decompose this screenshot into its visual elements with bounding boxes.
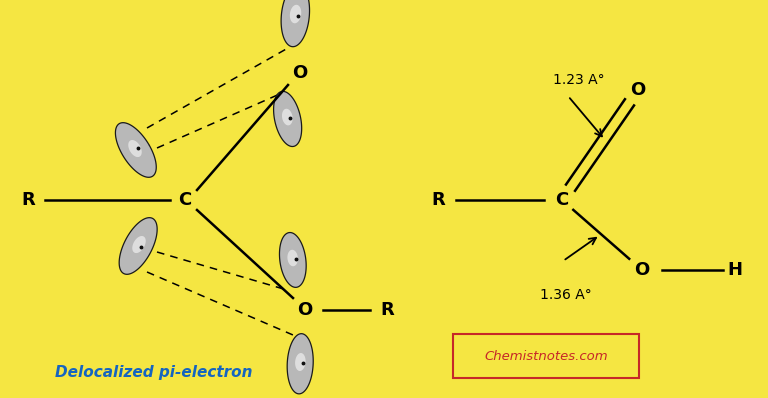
Text: Chemistnotes.com: Chemistnotes.com <box>484 349 607 363</box>
Text: C: C <box>555 191 568 209</box>
Text: R: R <box>431 191 445 209</box>
Polygon shape <box>281 0 310 47</box>
Text: R: R <box>22 191 35 209</box>
Text: H: H <box>727 261 743 279</box>
Text: O: O <box>631 81 646 99</box>
Polygon shape <box>115 123 156 177</box>
FancyBboxPatch shape <box>453 334 639 378</box>
Polygon shape <box>119 218 157 274</box>
Text: Delocalized pi-electron: Delocalized pi-electron <box>55 365 253 380</box>
Polygon shape <box>290 5 301 23</box>
Text: R: R <box>380 301 394 319</box>
Text: O: O <box>297 301 313 319</box>
Text: C: C <box>178 191 192 209</box>
Polygon shape <box>273 92 302 146</box>
Polygon shape <box>282 109 293 125</box>
Polygon shape <box>287 250 298 266</box>
Text: O: O <box>634 261 650 279</box>
Text: 1.23 A°: 1.23 A° <box>553 73 604 87</box>
Polygon shape <box>280 232 306 287</box>
Text: 1.36 A°: 1.36 A° <box>540 288 592 302</box>
Polygon shape <box>287 334 313 394</box>
Polygon shape <box>295 353 306 371</box>
Text: O: O <box>293 64 308 82</box>
Polygon shape <box>132 236 146 253</box>
Polygon shape <box>128 140 142 157</box>
